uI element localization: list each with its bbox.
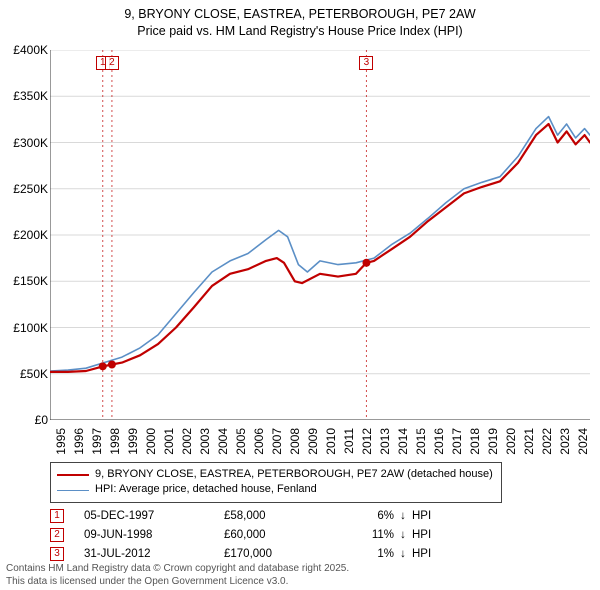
sale-hpi-label: HPI	[412, 529, 442, 541]
chart-svg	[50, 50, 590, 420]
y-tick-label: £200K	[13, 228, 48, 242]
x-tick-label: 2004	[216, 428, 230, 455]
x-tick-label: 2008	[288, 428, 302, 455]
plot-area	[50, 50, 590, 420]
legend: 9, BRYONY CLOSE, EASTREA, PETERBOROUGH, …	[50, 462, 502, 503]
x-tick-label: 2009	[306, 428, 320, 455]
legend-swatch	[57, 490, 89, 491]
sale-date: 05-DEC-1997	[84, 510, 224, 522]
title-line2: Price paid vs. HM Land Registry's House …	[0, 23, 600, 40]
y-tick-label: £350K	[13, 89, 48, 103]
x-tick-label: 2024	[576, 428, 590, 455]
down-arrow-icon: ↓	[394, 529, 412, 541]
x-tick-label: 2013	[378, 428, 392, 455]
x-tick-label: 2000	[144, 428, 158, 455]
x-tick-label: 2001	[162, 428, 176, 455]
legend-swatch	[57, 474, 89, 476]
x-tick-label: 2015	[414, 428, 428, 455]
x-tick-label: 2014	[396, 428, 410, 455]
y-tick-label: £100K	[13, 321, 48, 335]
x-tick-label: 2003	[198, 428, 212, 455]
legend-row: 9, BRYONY CLOSE, EASTREA, PETERBOROUGH, …	[57, 467, 493, 482]
sale-hpi-label: HPI	[412, 510, 442, 522]
footer-line2: This data is licensed under the Open Gov…	[6, 576, 349, 589]
x-tick-label: 2017	[450, 428, 464, 455]
sales-table: 105-DEC-1997£58,0006%↓HPI209-JUN-1998£60…	[50, 506, 442, 563]
sale-price: £170,000	[224, 548, 334, 560]
x-tick-label: 2016	[432, 428, 446, 455]
x-tick-label: 1995	[54, 428, 68, 455]
sale-delta: 6%	[334, 510, 394, 522]
y-tick-label: £150K	[13, 274, 48, 288]
title-line1: 9, BRYONY CLOSE, EASTREA, PETERBOROUGH, …	[0, 6, 600, 23]
x-tick-label: 2018	[468, 428, 482, 455]
y-tick-label: £300K	[13, 136, 48, 150]
sale-marker-box: 3	[359, 56, 373, 70]
sale-row: 2 09-JUN-1998£60,00011%↓HPI	[50, 525, 442, 544]
legend-label: 9, BRYONY CLOSE, EASTREA, PETERBOROUGH, …	[95, 467, 493, 482]
sale-number-box: 1	[50, 509, 64, 523]
x-tick-label: 2021	[522, 428, 536, 455]
chart-container: { "title": { "line1": "9, BRYONY CLOSE, …	[0, 0, 600, 590]
sale-marker-box: 2	[105, 56, 119, 70]
legend-label: HPI: Average price, detached house, Fenl…	[95, 482, 317, 497]
x-tick-label: 1998	[108, 428, 122, 455]
x-tick-label: 2007	[270, 428, 284, 455]
x-tick-label: 2023	[558, 428, 572, 455]
sale-price: £60,000	[224, 529, 334, 541]
sale-number-box: 3	[50, 547, 64, 561]
sale-price: £58,000	[224, 510, 334, 522]
sale-date: 09-JUN-1998	[84, 529, 224, 541]
x-tick-label: 2019	[486, 428, 500, 455]
sale-row: 3 31-JUL-2012£170,0001%↓HPI	[50, 544, 442, 563]
x-tick-label: 2002	[180, 428, 194, 455]
y-tick-label: £250K	[13, 182, 48, 196]
x-tick-label: 1999	[126, 428, 140, 455]
down-arrow-icon: ↓	[394, 510, 412, 522]
sale-hpi-label: HPI	[412, 548, 442, 560]
sale-delta: 1%	[334, 548, 394, 560]
x-tick-label: 2010	[324, 428, 338, 455]
x-tick-label: 2020	[504, 428, 518, 455]
sale-date: 31-JUL-2012	[84, 548, 224, 560]
x-tick-label: 2011	[342, 428, 356, 454]
sale-number-box: 2	[50, 528, 64, 542]
x-tick-label: 2005	[234, 428, 248, 455]
x-tick-label: 1997	[90, 428, 104, 455]
sale-row: 1 05-DEC-1997£58,0006%↓HPI	[50, 506, 442, 525]
down-arrow-icon: ↓	[394, 548, 412, 560]
x-tick-label: 1996	[72, 428, 86, 455]
footer-attribution: Contains HM Land Registry data © Crown c…	[6, 563, 349, 588]
x-tick-label: 2006	[252, 428, 266, 455]
y-tick-label: £0	[35, 413, 48, 427]
x-tick-label: 2022	[540, 428, 554, 455]
sale-delta: 11%	[334, 529, 394, 541]
chart-title: 9, BRYONY CLOSE, EASTREA, PETERBOROUGH, …	[0, 0, 600, 40]
legend-row: HPI: Average price, detached house, Fenl…	[57, 482, 493, 497]
y-tick-label: £400K	[13, 43, 48, 57]
footer-line1: Contains HM Land Registry data © Crown c…	[6, 563, 349, 576]
x-tick-label: 2012	[360, 428, 374, 455]
y-tick-label: £50K	[20, 367, 48, 381]
